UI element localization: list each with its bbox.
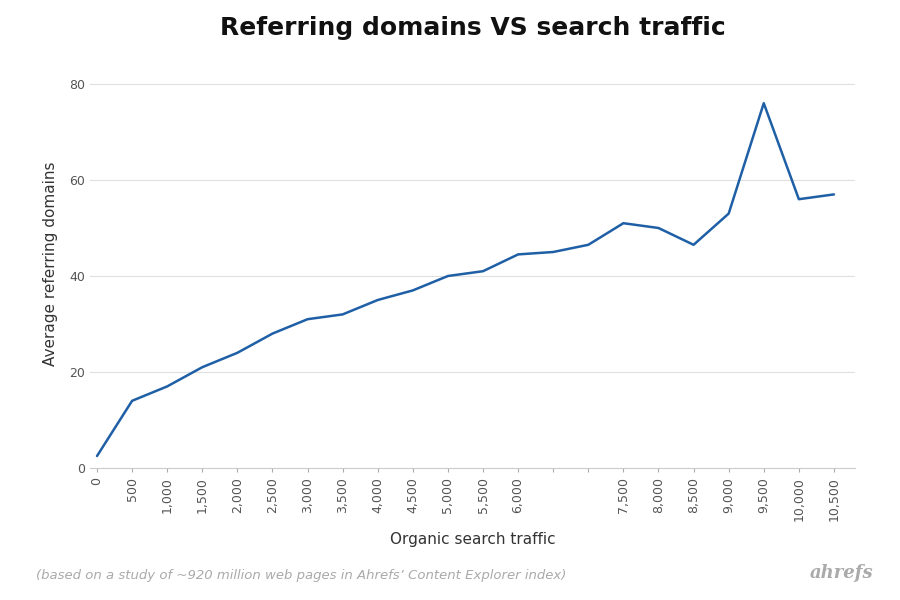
Text: ahrefs: ahrefs [809, 564, 873, 582]
Y-axis label: Average referring domains: Average referring domains [43, 162, 58, 366]
X-axis label: Organic search traffic: Organic search traffic [390, 532, 555, 547]
Text: (based on a study of ~920 million web pages in Ahrefs’ Content Explorer index): (based on a study of ~920 million web pa… [36, 569, 566, 582]
Title: Referring domains VS search traffic: Referring domains VS search traffic [220, 16, 725, 40]
